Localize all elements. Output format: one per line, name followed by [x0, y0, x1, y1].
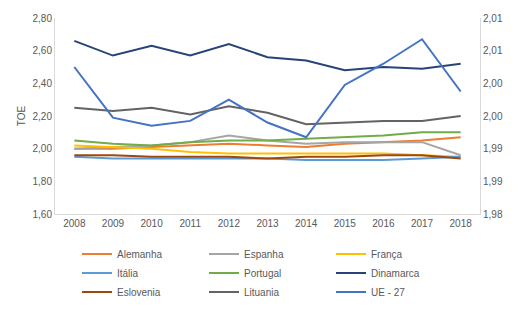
svg-text:2010: 2010: [140, 218, 163, 229]
svg-text:2009: 2009: [102, 218, 125, 229]
svg-text:2,80: 2,80: [33, 13, 53, 24]
svg-text:Lituania: Lituania: [244, 287, 279, 298]
svg-text:1,99: 1,99: [483, 176, 503, 187]
svg-text:TOE: TOE: [16, 105, 27, 126]
svg-text:2015: 2015: [334, 218, 357, 229]
svg-text:1,99: 1,99: [483, 143, 503, 154]
svg-text:2,60: 2,60: [33, 45, 53, 56]
svg-text:1,98: 1,98: [483, 209, 503, 220]
svg-text:2,01: 2,01: [483, 13, 503, 24]
svg-text:Itália: Itália: [117, 268, 139, 279]
svg-text:2,01: 2,01: [483, 45, 503, 56]
svg-text:2012: 2012: [218, 218, 241, 229]
svg-text:Alemanha: Alemanha: [117, 249, 162, 260]
svg-text:2013: 2013: [256, 218, 279, 229]
svg-text:2,20: 2,20: [33, 111, 53, 122]
svg-text:2017: 2017: [411, 218, 434, 229]
svg-text:2,00: 2,00: [483, 78, 503, 89]
svg-text:UE - 27: UE - 27: [371, 287, 405, 298]
svg-text:2008: 2008: [63, 218, 86, 229]
svg-text:2018: 2018: [450, 218, 473, 229]
svg-text:Espanha: Espanha: [244, 249, 284, 260]
svg-text:Dinamarca: Dinamarca: [371, 268, 420, 279]
svg-text:1,80: 1,80: [33, 176, 53, 187]
svg-text:França: França: [371, 249, 403, 260]
svg-text:Eslovenia: Eslovenia: [117, 287, 161, 298]
svg-text:1,60: 1,60: [33, 209, 53, 220]
svg-text:2014: 2014: [295, 218, 318, 229]
svg-text:2,00: 2,00: [33, 143, 53, 154]
svg-text:2016: 2016: [372, 218, 395, 229]
svg-text:2011: 2011: [179, 218, 201, 229]
svg-text:Portugal: Portugal: [244, 268, 281, 279]
svg-text:2,00: 2,00: [483, 111, 503, 122]
svg-text:2,40: 2,40: [33, 78, 53, 89]
